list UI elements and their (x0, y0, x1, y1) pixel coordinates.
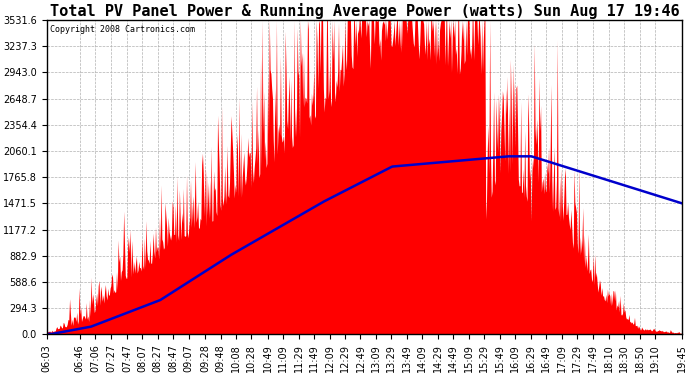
Text: Copyright 2008 Cartronics.com: Copyright 2008 Cartronics.com (50, 25, 195, 34)
Title: Total PV Panel Power & Running Average Power (watts) Sun Aug 17 19:46: Total PV Panel Power & Running Average P… (50, 3, 679, 19)
